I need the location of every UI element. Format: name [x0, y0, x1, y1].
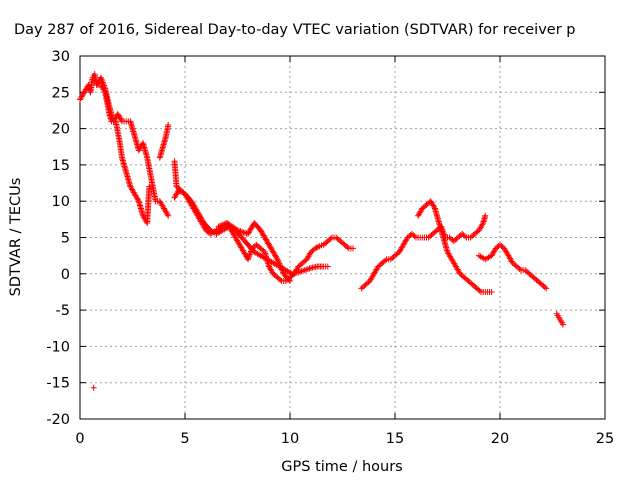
y-tick-label: -10 — [46, 339, 70, 355]
data-point — [146, 183, 153, 190]
y-tick-label: 5 — [61, 231, 70, 247]
x-tick-label: 15 — [386, 431, 404, 447]
data-series-7 — [415, 198, 495, 295]
x-tick-label: 20 — [491, 431, 509, 447]
data-point — [560, 321, 566, 328]
data-point-fill — [273, 254, 280, 261]
y-tick-label: 20 — [52, 122, 70, 138]
data-point-fill — [276, 262, 283, 269]
data-point-fill — [219, 221, 226, 228]
data-point-fill — [278, 264, 285, 271]
data-point-fill — [277, 276, 284, 283]
data-point-fill — [275, 259, 282, 266]
data-point-fill — [276, 260, 283, 267]
data-point — [215, 223, 222, 230]
x-tick-label: 10 — [281, 431, 299, 447]
data-point — [287, 278, 293, 285]
data-series-2 — [156, 121, 172, 161]
data-point-fill — [411, 233, 418, 240]
y-tick-label: -20 — [46, 412, 70, 428]
y-tick-label: -5 — [56, 303, 70, 319]
data-point-fill — [479, 221, 486, 228]
data-point — [312, 245, 319, 252]
x-tick-label: 5 — [180, 431, 189, 447]
data-series-4 — [171, 187, 331, 277]
data-point — [165, 121, 172, 128]
x-axis-label: GPS time / hours — [281, 459, 402, 475]
data-point-fill — [476, 287, 483, 294]
y-tick-label: 30 — [52, 49, 70, 65]
y-tick-label: -15 — [46, 376, 70, 392]
y-tick-label: 0 — [61, 267, 70, 283]
data-point-fill — [541, 284, 548, 291]
data-point-fill — [218, 222, 225, 229]
chart-title: Day 287 of 2016, Sidereal Day-to-day VTE… — [14, 22, 575, 38]
axis-ticks: 0 5 10 15 20 25 -20 -15 -10 -5 0 5 10 15 20 25 30 — [46, 49, 614, 447]
data-point-fill — [275, 257, 282, 264]
y-tick-label: 25 — [52, 85, 70, 101]
data-series-8 — [476, 241, 550, 292]
data-series-10 — [90, 384, 97, 391]
y-tick-label: 15 — [52, 158, 70, 174]
data-point — [488, 288, 495, 295]
data-point — [482, 212, 489, 219]
data-point-fill — [164, 211, 171, 218]
data-point — [274, 256, 281, 263]
data-point — [90, 384, 97, 391]
data-point — [324, 263, 331, 270]
data-point-fill — [118, 116, 125, 123]
data-point — [350, 245, 356, 252]
data-point-fill — [240, 229, 247, 236]
data-point-fill — [327, 235, 334, 242]
y-tick-label: 10 — [52, 194, 70, 210]
data-point-fill — [462, 233, 468, 240]
data-series-9 — [553, 310, 566, 328]
data-point-fill — [516, 265, 523, 272]
data-series-5 — [215, 219, 293, 285]
data-point-fill — [233, 226, 240, 233]
data-point-fill — [382, 257, 389, 264]
data-point-fill — [134, 196, 141, 203]
data-point-fill — [285, 276, 292, 283]
data-point-fill — [278, 266, 285, 273]
data-series-1 — [93, 74, 172, 219]
x-tick-label: 25 — [596, 431, 614, 447]
data-point-fill — [313, 244, 320, 251]
grid — [80, 56, 605, 419]
data-point — [165, 212, 172, 219]
data-marks — [77, 71, 566, 391]
data-point-fill — [315, 243, 321, 250]
y-axis-label: SDTVAR / TECUs — [8, 178, 24, 297]
data-point-fill — [431, 204, 438, 211]
data-point-fill — [344, 244, 351, 251]
data-point-fill — [277, 263, 284, 270]
data-series-3 — [171, 158, 356, 285]
data-point-fill — [217, 223, 223, 230]
x-tick-label: 0 — [75, 431, 84, 447]
data-point — [543, 285, 550, 292]
data-point-fill — [279, 267, 286, 274]
